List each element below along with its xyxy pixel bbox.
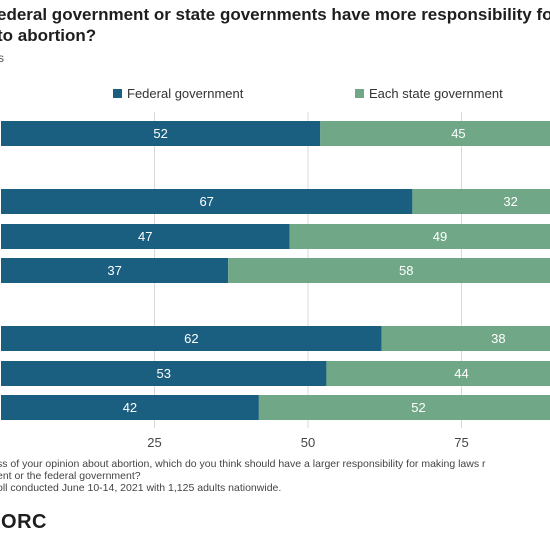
bar-state-4 xyxy=(381,326,550,351)
chart-title-line-2: to abortion? xyxy=(0,26,97,45)
data-label-state-2: 49 xyxy=(433,229,447,244)
data-label-federal-4: 62 xyxy=(184,331,198,346)
bar-state-0 xyxy=(320,121,550,146)
legend-item-federal: Federal government xyxy=(113,86,243,101)
x-tick-label-50: 50 xyxy=(301,435,315,450)
data-label-state-4: 38 xyxy=(491,331,505,346)
note-line-1: ss of your opinion about abortion, which… xyxy=(0,458,486,470)
data-label-state-0: 45 xyxy=(451,126,465,141)
legend-swatch-federal xyxy=(113,89,122,98)
bar-federal-4 xyxy=(1,326,382,351)
bar-state-2 xyxy=(289,224,550,249)
chart-subtitle: s xyxy=(0,51,4,65)
data-label-federal-6: 42 xyxy=(123,400,137,415)
bar-federal-1 xyxy=(1,189,413,214)
data-label-federal-0: 52 xyxy=(153,126,167,141)
data-label-state-1: 32 xyxy=(503,194,517,209)
bar-federal-3 xyxy=(1,258,229,283)
bar-federal-2 xyxy=(1,224,290,249)
x-tick-label-75: 75 xyxy=(454,435,468,450)
bar-federal-0 xyxy=(1,121,321,146)
chart-title-line-1: ederal government or state governments h… xyxy=(0,5,550,24)
data-label-state-6: 52 xyxy=(411,400,425,415)
x-tick-label-25: 25 xyxy=(147,435,161,450)
chart-notes: ss of your opinion about abortion, which… xyxy=(0,458,550,494)
legend-label-federal: Federal government xyxy=(127,86,244,101)
logo: IORC xyxy=(0,511,47,533)
data-label-federal-3: 37 xyxy=(107,263,121,278)
legend-label-state: Each state government xyxy=(369,86,503,101)
data-label-state-3: 58 xyxy=(399,263,413,278)
note-line-3: oll conducted June 10-14, 2021 with 1,12… xyxy=(0,482,282,494)
chart-legend: Federal government Each state government xyxy=(0,86,550,104)
data-label-federal-5: 53 xyxy=(156,366,170,381)
bar-state-1 xyxy=(412,189,550,214)
bar-federal-6 xyxy=(1,395,259,420)
data-label-federal-2: 47 xyxy=(138,229,152,244)
bar-state-6 xyxy=(258,395,550,420)
bar-state-3 xyxy=(228,258,550,283)
chart-title: ederal government or state governments h… xyxy=(0,4,550,46)
stacked-bar-chart: 52 45 67 32 47 49 37 58 62 38 53 44 42 52 25 50 75 xyxy=(1,112,550,450)
legend-item-state: Each state government xyxy=(355,86,503,101)
bar-state-5 xyxy=(326,361,550,386)
legend-swatch-state xyxy=(355,89,364,98)
data-label-federal-1: 67 xyxy=(199,194,213,209)
data-label-state-5: 44 xyxy=(454,366,468,381)
note-line-2: ent or the federal government? xyxy=(0,470,141,482)
bar-federal-5 xyxy=(1,361,327,386)
